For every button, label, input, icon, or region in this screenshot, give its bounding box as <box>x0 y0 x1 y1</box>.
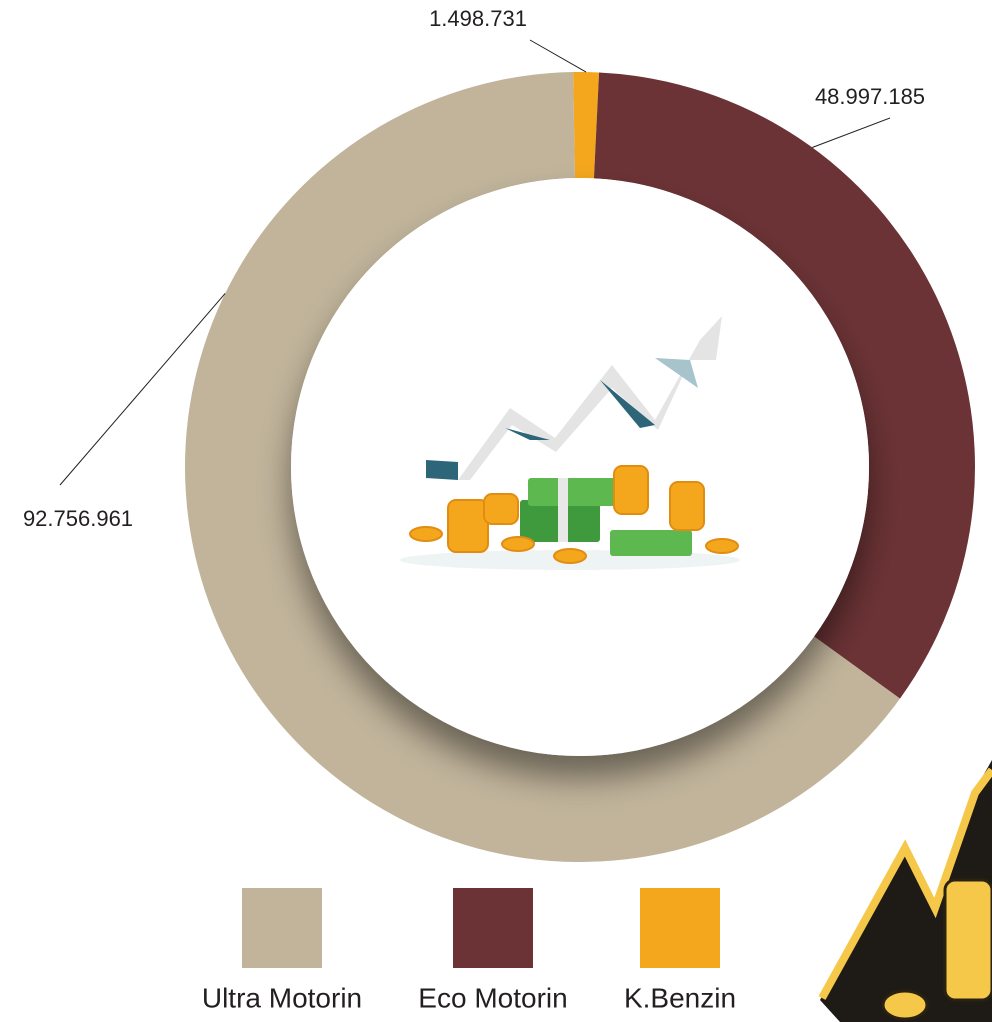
legend-label: K.Benzin <box>624 982 736 1013</box>
legend-label: Ultra Motorin <box>202 982 362 1013</box>
value-label: 92.756.961 <box>23 506 133 531</box>
legend-label: Eco Motorin <box>418 982 567 1013</box>
legend-swatch <box>453 888 533 968</box>
legend: Ultra Motorin Eco Motorin K.Benzin <box>202 888 736 1013</box>
value-label: 48.997.185 <box>815 84 925 109</box>
legend-swatch <box>242 888 322 968</box>
leader-line <box>812 118 890 147</box>
chart: 1.498.731 48.997.185 92.756.961 Ultra Moto… <box>0 0 992 1022</box>
legend-swatch <box>640 888 720 968</box>
decoration <box>820 760 992 1022</box>
donut-hole <box>291 178 869 756</box>
leader-line <box>530 40 586 72</box>
value-label: 1.498.731 <box>429 6 527 31</box>
